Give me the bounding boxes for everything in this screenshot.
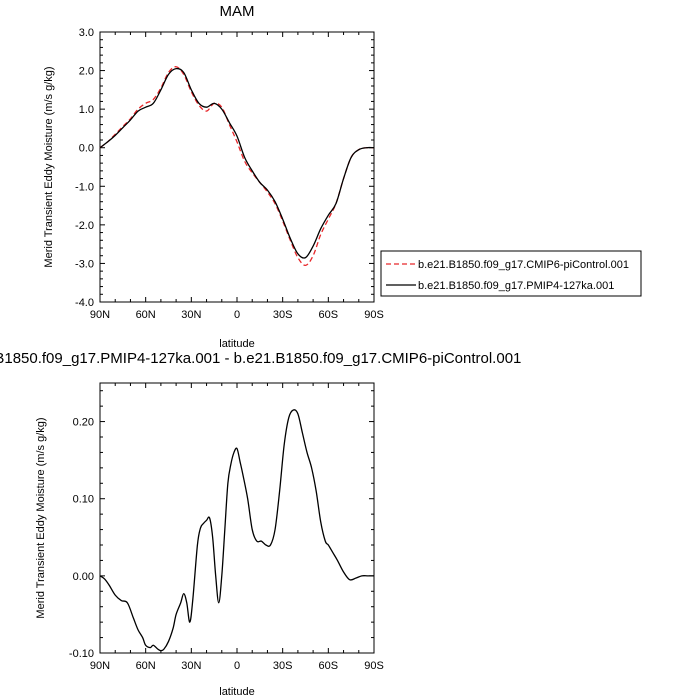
x-tick-label: 60S xyxy=(319,309,339,321)
x-tick-label: 30N xyxy=(181,309,201,321)
top-y-axis-label: Merid Transient Eddy Moisture (m/s g/kg) xyxy=(43,66,55,267)
x-tick-label: 30S xyxy=(273,660,293,672)
legend-label-127ka: b.e21.B1850.f09_g17.PMIP4-127ka.001 xyxy=(418,280,614,292)
x-tick-label: 90N xyxy=(90,660,110,672)
top-y-ticks: 3.0 2.0 1.0 0.0 -1.0 -2.0 -3.0 -4.0 xyxy=(75,27,374,309)
x-tick-label: 30S xyxy=(273,309,293,321)
x-tick-label: 0 xyxy=(234,660,240,672)
y-tick-label: 0.10 xyxy=(73,494,94,506)
bottom-x-ticks: 90N 60N 30N 0 30S 60S 90S xyxy=(90,383,384,672)
top-x-ticks: 90N 60N 30N 0 30S 60S 90S xyxy=(90,32,384,321)
y-tick-label: 3.0 xyxy=(79,27,94,39)
bottom-y-axis-label: Merid Transient Eddy Moisture (m/s g/kg) xyxy=(35,417,47,618)
y-tick-label: 0.0 xyxy=(79,143,94,155)
x-tick-label: 60S xyxy=(319,660,339,672)
bottom-y-ticks: 0.20 0.10 0.00 -0.10 xyxy=(69,390,374,660)
x-tick-label: 90S xyxy=(364,309,384,321)
top-chart-title: MAM xyxy=(220,3,255,20)
y-tick-label: -1.0 xyxy=(75,181,94,193)
y-tick-label: 0.00 xyxy=(73,571,94,583)
series-line-0 xyxy=(99,66,375,267)
top-plot-frame xyxy=(99,31,375,303)
bottom-series-lines xyxy=(99,409,374,652)
top-series-lines xyxy=(99,66,375,267)
bottom-chart-title: b.e21.B1850.f09_g17.PMIP4-127ka.001 - b.… xyxy=(0,350,521,367)
y-tick-label: -4.0 xyxy=(75,297,94,309)
bottom-x-axis-label: latitude xyxy=(219,686,254,698)
x-tick-label: 90S xyxy=(364,660,384,672)
y-tick-label: -2.0 xyxy=(75,220,94,232)
x-tick-label: 0 xyxy=(234,309,240,321)
x-tick-label: 60N xyxy=(136,309,156,321)
y-tick-label: 1.0 xyxy=(79,104,94,116)
top-x-axis-label: latitude xyxy=(219,338,254,350)
bottom-plot-frame xyxy=(99,382,375,654)
legend-box xyxy=(380,250,642,297)
x-tick-label: 90N xyxy=(90,309,110,321)
top-chart: MAM 3.02.01.00.0-1.0-2.0-3.0-4.0 90N 60N 3… xyxy=(43,3,384,350)
y-tick-label: -3.0 xyxy=(75,258,94,270)
x-tick-label: 30N xyxy=(181,660,201,672)
x-tick-label: 60N xyxy=(136,660,156,672)
series-line-0 xyxy=(99,409,374,652)
legend-label-picontrol: b.e21.B1850.f09_g17.CMIP6-piControl.001 xyxy=(418,259,629,271)
bottom-chart: b.e21.B1850.f09_g17.PMIP4-127ka.001 - b.… xyxy=(0,350,521,698)
y-tick-label: 0.20 xyxy=(73,417,94,429)
y-tick-label: -0.10 xyxy=(69,648,94,660)
series-line-1 xyxy=(99,67,375,259)
y-tick-label: 2.0 xyxy=(79,66,94,78)
legend: b.e21.B1850.f09_g17.CMIP6-piControl.001 … xyxy=(380,250,642,297)
